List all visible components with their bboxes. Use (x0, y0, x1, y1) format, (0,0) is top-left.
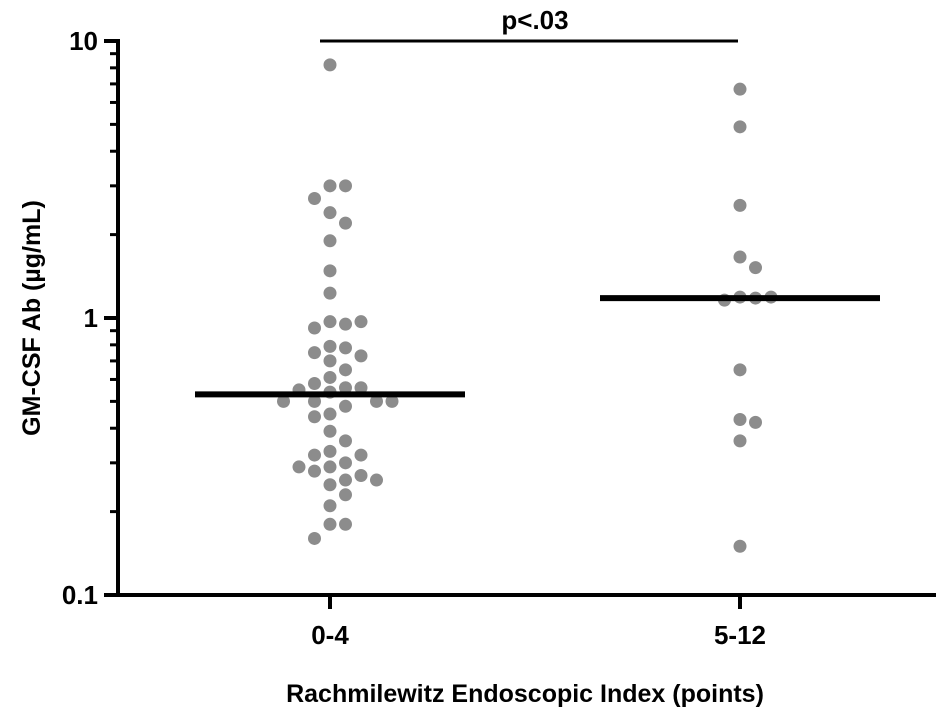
axes (116, 39, 936, 597)
data-point (733, 363, 747, 377)
data-point (323, 206, 337, 220)
data-point (733, 120, 747, 134)
data-point (323, 264, 337, 278)
data-point (354, 469, 368, 483)
data-point (323, 460, 337, 474)
data-points (277, 58, 778, 553)
data-point (323, 370, 337, 384)
y-tick-label: 0.1 (62, 580, 98, 610)
data-point (292, 460, 306, 474)
significance-annotation: p<.03 (320, 5, 738, 43)
data-point (308, 377, 321, 391)
data-point (323, 286, 337, 300)
x-tick-label: 5-12 (714, 620, 766, 650)
data-point (323, 424, 337, 438)
data-point (339, 488, 352, 502)
y-tick-label: 10 (69, 26, 98, 56)
data-point (339, 456, 352, 470)
data-point (308, 394, 321, 408)
data-point (733, 250, 747, 264)
data-point (308, 346, 321, 360)
data-point (339, 381, 352, 395)
data-point (749, 261, 762, 275)
data-point (733, 539, 747, 553)
data-point (370, 473, 383, 487)
data-point (339, 341, 352, 355)
data-point (323, 234, 337, 248)
data-point (308, 192, 321, 206)
data-point (339, 179, 352, 193)
data-point (354, 381, 368, 395)
data-point (323, 517, 337, 531)
data-point (339, 517, 352, 531)
x-axis-title: Rachmilewitz Endoscopic Index (points) (286, 680, 764, 708)
y-axis-ticks (104, 39, 742, 609)
data-point (354, 349, 368, 363)
data-point (749, 415, 762, 429)
tick-labels: 0.1 1 10 0-4 5-12 (62, 26, 766, 650)
data-point (323, 478, 337, 492)
data-point (733, 434, 747, 448)
data-point (323, 407, 337, 421)
data-point (323, 339, 337, 353)
data-point (385, 394, 399, 408)
x-tick-label: 0-4 (311, 620, 349, 650)
data-point (354, 448, 368, 462)
data-point (370, 394, 383, 408)
y-axis-title: GM-CSF Ab (µg/mL) (18, 200, 46, 436)
data-point (323, 354, 337, 368)
data-point (308, 321, 321, 335)
data-point (339, 363, 352, 377)
data-point (339, 473, 352, 487)
data-point (354, 315, 368, 329)
data-point (733, 198, 747, 212)
data-point (339, 434, 352, 448)
data-point (308, 410, 321, 424)
data-point (308, 448, 321, 462)
data-point (323, 499, 337, 513)
data-point (339, 216, 352, 230)
p-value-label: p<.03 (501, 5, 568, 35)
data-point (323, 315, 337, 329)
data-point (323, 444, 337, 458)
data-point (339, 399, 352, 413)
data-point (277, 394, 290, 408)
data-point (339, 317, 352, 331)
data-point (323, 58, 337, 72)
data-point (733, 413, 747, 427)
data-point (308, 531, 321, 545)
data-point (733, 82, 747, 96)
median-lines (195, 295, 880, 398)
y-tick-label: 1 (84, 303, 98, 333)
data-point (323, 179, 337, 193)
data-point (308, 464, 321, 478)
